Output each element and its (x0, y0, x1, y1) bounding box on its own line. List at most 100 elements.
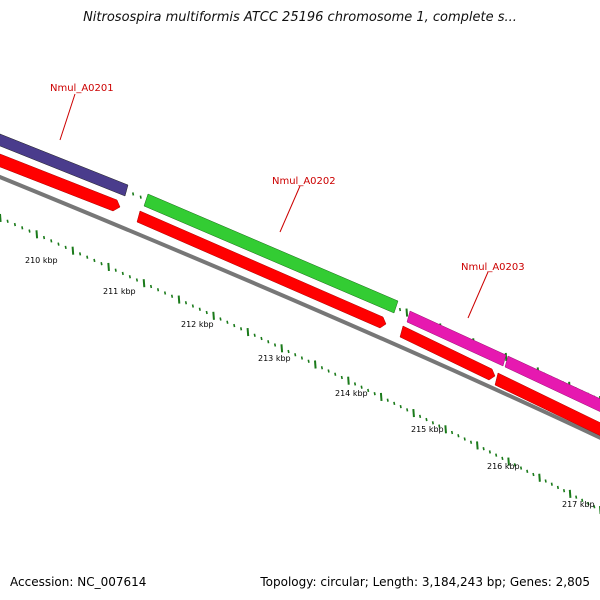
tick-label: 210 kbp (25, 256, 58, 265)
minor-tick (300, 356, 304, 360)
minor-tick (386, 398, 389, 402)
minor-tick (42, 235, 46, 240)
minor-tick (544, 479, 547, 483)
gene-nmul-a0201[interactable] (0, 132, 129, 197)
cds-arrow (136, 210, 387, 329)
minor-tick (191, 304, 194, 308)
minor-tick (128, 275, 131, 279)
leader-line (59, 93, 76, 141)
gene-label-nmul-a0203[interactable]: Nmul_A0203 (461, 262, 525, 273)
minor-tick (50, 239, 53, 243)
genome-backbone (0, 174, 600, 440)
minor-tick (438, 424, 441, 428)
major-tick (504, 352, 508, 362)
minor-tick (233, 323, 236, 328)
cds-arrow (0, 153, 121, 212)
minor-tick (320, 366, 324, 370)
minor-tick (373, 392, 376, 396)
minor-tick (219, 317, 222, 321)
minor-tick (360, 385, 363, 389)
gene-leaders (59, 93, 489, 319)
tick-label: 213 kbp (258, 354, 291, 363)
cds-arrow (399, 325, 496, 381)
major-tick (314, 360, 317, 369)
minor-tick (450, 430, 454, 435)
minor-tick (562, 489, 566, 493)
minor-tick (93, 258, 96, 263)
minor-tick (501, 456, 504, 461)
minor-tick (139, 195, 142, 199)
minor-tick (21, 226, 24, 230)
minor-tick (469, 440, 473, 444)
minor-tick (526, 469, 529, 473)
minor-tick (418, 414, 422, 419)
minor-tick (393, 401, 396, 406)
minor-tick (267, 340, 270, 344)
minor-tick (239, 327, 243, 331)
minor-tick (425, 417, 428, 422)
minor-tick (198, 307, 201, 311)
major-tick (412, 409, 415, 418)
map-title: Nitrosospira multiformis ATCC 25196 chro… (83, 10, 517, 25)
minor-tick (6, 219, 9, 223)
minor-tick (482, 447, 485, 451)
minor-tick (463, 437, 466, 441)
minor-tick (398, 307, 402, 312)
major-tick (107, 262, 110, 272)
major-tick (177, 295, 181, 304)
minor-tick (226, 320, 229, 324)
major-tick (507, 457, 510, 466)
accession-text: Accession: NC_007614 (10, 575, 147, 589)
tick-label: 211 kbp (103, 287, 136, 296)
minor-tick (587, 501, 590, 506)
major-tick (379, 392, 383, 401)
minor-tick (457, 434, 460, 438)
minor-tick (519, 466, 523, 470)
major-tick (568, 489, 572, 498)
minor-tick (78, 252, 82, 256)
minor-tick (273, 343, 277, 347)
minor-tick (100, 262, 103, 266)
minor-tick (64, 245, 67, 250)
gene-nmul-a0202[interactable] (143, 193, 399, 314)
minor-tick (114, 268, 117, 272)
minor-tick (163, 291, 167, 295)
minor-tick (353, 382, 357, 386)
minor-tick (334, 372, 337, 376)
minor-tick (132, 192, 135, 196)
minor-tick (135, 278, 139, 282)
minor-tick (327, 369, 330, 373)
minor-tick (253, 333, 256, 337)
minor-tick (581, 498, 584, 502)
minor-tick (532, 472, 535, 477)
minor-tick (556, 485, 560, 490)
minor-tick (431, 421, 434, 425)
minor-tick (593, 505, 596, 509)
minor-tick (57, 242, 60, 246)
leader-line (467, 271, 489, 319)
minor-tick (287, 349, 290, 354)
tick-label: 216 kbp (487, 462, 520, 471)
gene-label-nmul-a0202[interactable]: Nmul_A0202 (272, 176, 336, 187)
major-tick (142, 279, 146, 288)
minor-tick (399, 404, 402, 409)
minor-tick (121, 271, 124, 276)
minor-tick (495, 453, 498, 457)
gene-nmul-a0203[interactable] (406, 310, 507, 367)
minor-tick (170, 294, 174, 298)
minor-tick (367, 388, 370, 393)
cds-arrow (494, 372, 600, 436)
minor-tick (156, 288, 160, 292)
minor-tick (184, 301, 188, 305)
tick-label: 212 kbp (181, 320, 214, 329)
minor-tick (340, 375, 343, 380)
gene-nmul-a0203-continued[interactable] (504, 355, 600, 414)
gene-label-nmul-a0201[interactable]: Nmul_A0201 (50, 83, 114, 94)
minor-tick (28, 229, 31, 233)
major-tick (538, 473, 541, 482)
major-tick (347, 376, 350, 385)
minor-tick (488, 450, 491, 454)
minor-tick (294, 353, 297, 357)
inner-tick-track (0, 213, 600, 515)
